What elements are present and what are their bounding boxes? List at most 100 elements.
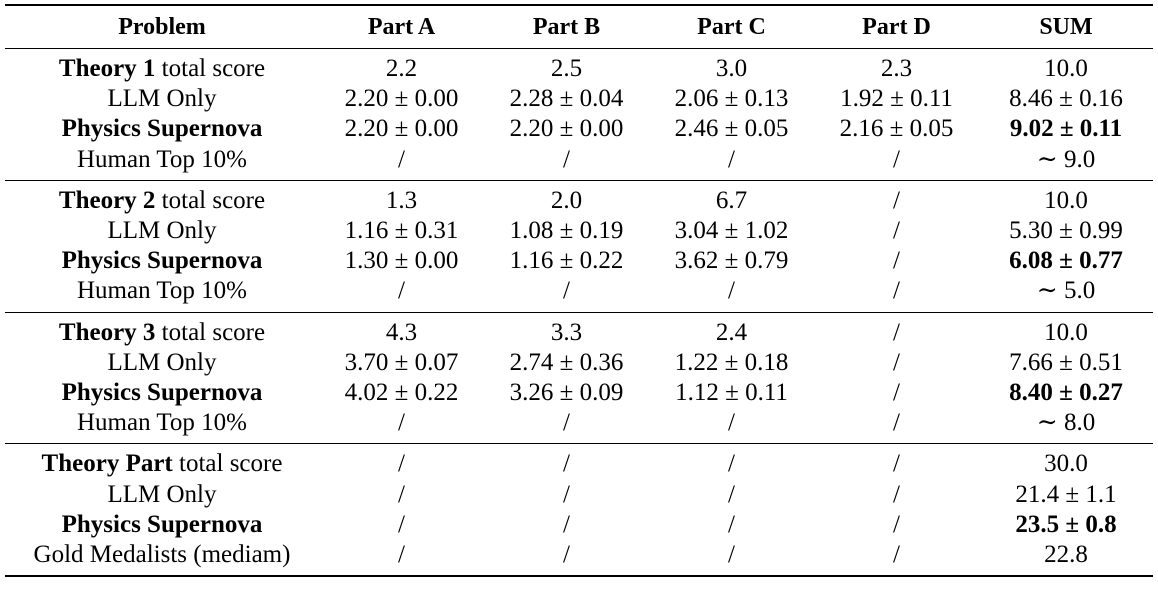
part-cell: / — [398, 450, 405, 478]
table-row: LLM Only 3.70 ± 0.07 2.74 ± 0.36 1.22 ± 0.1… — [5, 348, 1153, 378]
header-problem: Problem — [118, 14, 206, 40]
sum-cell: ∼ 9.0 — [1036, 145, 1096, 173]
part-cell: / — [893, 409, 900, 437]
row-label-text: LLM Only — [107, 217, 217, 245]
part-cell: / — [398, 277, 405, 305]
part-cell: 1.30 ± 0.00 — [344, 247, 459, 275]
sum-cell: 6.08 ± 0.77 — [1009, 247, 1123, 275]
row-label: Physics Supernova — [5, 510, 319, 540]
part-cell: / — [398, 145, 405, 173]
sum-cell: 9.02 ± 0.11 — [1009, 115, 1123, 143]
sum-cell: 21.4 ± 1.1 — [1015, 480, 1117, 508]
part-cell: 2.4 — [715, 318, 748, 346]
part-cell: 3.0 — [715, 55, 748, 83]
results-table: Problem Part A Part B Part C Part D SUM … — [5, 4, 1153, 577]
part-cell: / — [398, 480, 405, 508]
part-cell: 1.92 ± 0.11 — [840, 85, 953, 113]
sum-cell: ∼ 5.0 — [1036, 277, 1096, 305]
row-label: Physics Supernova — [5, 246, 319, 276]
part-cell: / — [893, 247, 900, 275]
part-cell: / — [728, 480, 735, 508]
sum-cell: ∼ 8.0 — [1036, 409, 1096, 437]
part-cell: 2.5 — [550, 55, 583, 83]
row-label-text: total score — [155, 186, 266, 214]
group-rule — [5, 311, 1153, 313]
row-label-text: LLM Only — [107, 348, 217, 376]
part-cell: / — [728, 277, 735, 305]
part-cell: 2.16 ± 0.05 — [839, 115, 954, 143]
row-label-text: total score — [155, 55, 266, 83]
part-cell: / — [893, 378, 900, 406]
row-label: Physics Supernova — [5, 378, 319, 408]
table-row: Gold Medalists (mediam) / / / / 22.8 — [5, 540, 1153, 570]
row-label-bold: Physics Supernova — [61, 510, 263, 538]
part-cell: 6.7 — [715, 186, 748, 214]
sum-cell: 22.8 — [1044, 540, 1088, 568]
table-group: Theory Part total score / / //30.0 LLM Only /… — [5, 444, 1153, 575]
header-rule — [5, 48, 1153, 49]
part-cell: 3.26 ± 0.09 — [509, 378, 624, 406]
part-cell: / — [563, 480, 570, 508]
row-label: Theory 2 total score — [5, 186, 319, 216]
row-label: Physics Supernova — [5, 114, 319, 144]
table-row: Theory Part total score / / / / 30.0 — [5, 449, 1153, 479]
part-cell: / — [893, 540, 900, 568]
part-cell: 2.06 ± 0.13 — [674, 85, 789, 113]
part-cell: 1.3 — [385, 186, 418, 214]
sum-cell: 8.40 ± 0.27 — [1009, 378, 1123, 406]
part-cell: 2.20 ± 0.00 — [509, 115, 624, 143]
part-cell: / — [728, 450, 735, 478]
row-label-bold: Physics Supernova — [61, 378, 263, 406]
table-row: Physics Supernova 4.02 ± 0.22 3.26 ± 0.09 1… — [5, 378, 1153, 408]
part-cell: 2.0 — [550, 186, 583, 214]
row-label: LLM Only — [5, 84, 319, 114]
group-rule — [5, 443, 1153, 445]
part-cell: 4.3 — [385, 318, 418, 346]
part-cell: 2.28 ± 0.04 — [509, 85, 624, 113]
part-cell: / — [728, 145, 735, 173]
part-cell: / — [563, 450, 570, 478]
row-label-text: total score — [155, 318, 266, 346]
row-label-text: Gold Medalists (mediam) — [33, 540, 291, 568]
row-label-bold: Theory Part — [41, 450, 173, 478]
part-cell: / — [563, 409, 570, 437]
row-label-bold: Physics Supernova — [61, 247, 263, 275]
row-label: Gold Medalists (mediam) — [5, 540, 319, 570]
part-cell: / — [728, 540, 735, 568]
table-row: Physics Supernova 2.20 ± 0.00 2.20 ± 0.00 2… — [5, 114, 1153, 144]
part-cell: 2.20 ± 0.00 — [344, 115, 459, 143]
part-cell: 3.3 — [550, 318, 583, 346]
row-label: LLM Only — [5, 480, 319, 510]
table-group: Theory 1 total score 2.2 2.5 3.0 2.3 10.0 LLM … — [5, 49, 1153, 180]
part-cell: / — [893, 277, 900, 305]
part-cell: 1.08 ± 0.19 — [509, 217, 624, 245]
part-cell: 2.46 ± 0.05 — [674, 115, 789, 143]
row-label-text: Human Top 10% — [77, 145, 247, 173]
table-row: Human Top 10% / / / / ∼ 5.0 — [5, 276, 1153, 306]
top-rule — [5, 4, 1153, 6]
table-row: Theory 3 total score 4.3 3.3 2.4 / 10.0 — [5, 318, 1153, 348]
header-part-b: Part B — [532, 14, 601, 40]
table-row: LLM Only 1.16 ± 0.31 1.08 ± 0.19 3.04 ± 1.0… — [5, 216, 1153, 246]
table-row: Theory 1 total score 2.2 2.5 3.0 2.3 10.0 — [5, 54, 1153, 84]
part-cell: 4.02 ± 0.22 — [344, 378, 459, 406]
sum-cell: 5.30 ± 0.99 — [1009, 217, 1123, 245]
header-part-d: Part D — [862, 14, 931, 40]
table-group: Theory 3 total score 4.3 3.3 2.4/10.0 LLM On… — [5, 313, 1153, 444]
row-label: Theory 1 total score — [5, 54, 319, 84]
row-label-bold: Theory 2 — [58, 186, 156, 214]
part-cell: 2.20 ± 0.00 — [344, 85, 459, 113]
table-row: LLM Only / / / / 21.4 ± 1.1 — [5, 479, 1153, 509]
part-cell: / — [893, 145, 900, 173]
part-cell: 3.04 ± 1.02 — [674, 217, 789, 245]
table-row: Human Top 10% / / / / ∼ 9.0 — [5, 145, 1153, 175]
part-cell: / — [398, 510, 405, 538]
part-cell: / — [728, 409, 735, 437]
row-label: Human Top 10% — [5, 408, 319, 438]
table-row: LLM Only 2.20 ± 0.00 2.28 ± 0.04 2.06 ± 0.1… — [5, 84, 1153, 114]
table-row: Theory 2 total score 1.3 2.0 6.7 / 10.0 — [5, 186, 1153, 216]
row-label: Theory 3 total score — [5, 318, 319, 348]
table-row: Physics Supernova / / / / 23.5 ± 0.8 — [5, 510, 1153, 540]
table-body: Theory 1 total score 2.2 2.5 3.0 2.3 10.0 LLM … — [5, 49, 1153, 577]
row-label-bold: Physics Supernova — [61, 115, 263, 143]
